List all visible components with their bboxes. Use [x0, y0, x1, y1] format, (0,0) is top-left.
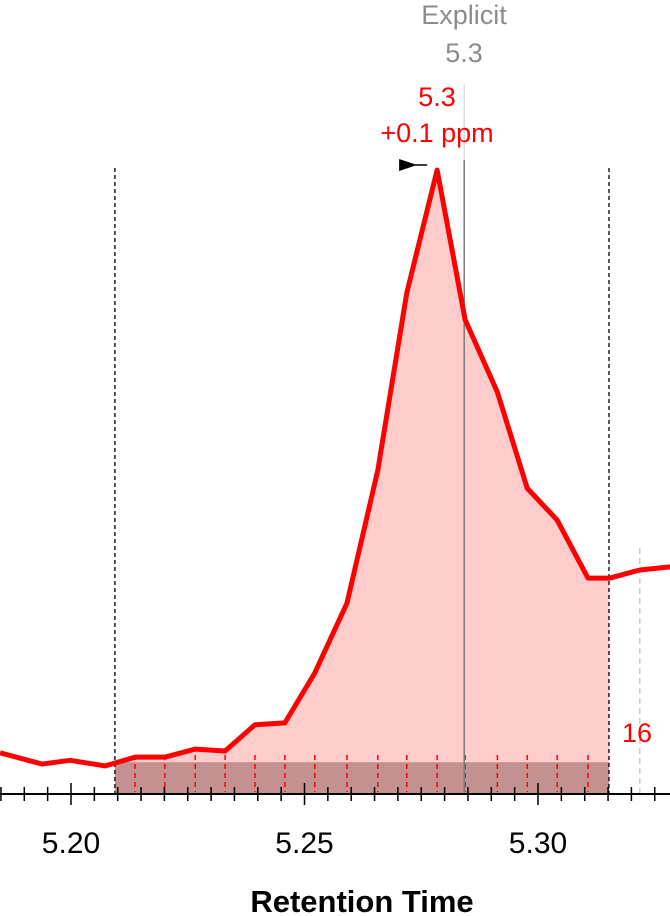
background-area-fill: [114, 762, 609, 794]
x-tick-label: 5.20: [42, 827, 100, 860]
peak-rt-label: 5.3: [418, 82, 456, 112]
explicit-label: Explicit: [421, 0, 507, 30]
series-line: [0, 167, 670, 769]
peak-area-fill: [114, 170, 609, 794]
id-line-label: 16: [622, 718, 652, 748]
explicit-value: 5.3: [445, 38, 483, 68]
x-tick-label: 5.25: [275, 827, 333, 860]
peak-arrow-icon: [399, 159, 418, 171]
x-tick-label: 5.30: [509, 827, 567, 860]
peak-mass-error-label: +0.1 ppm: [380, 118, 493, 148]
x-axis-title: Retention Time: [250, 884, 473, 916]
